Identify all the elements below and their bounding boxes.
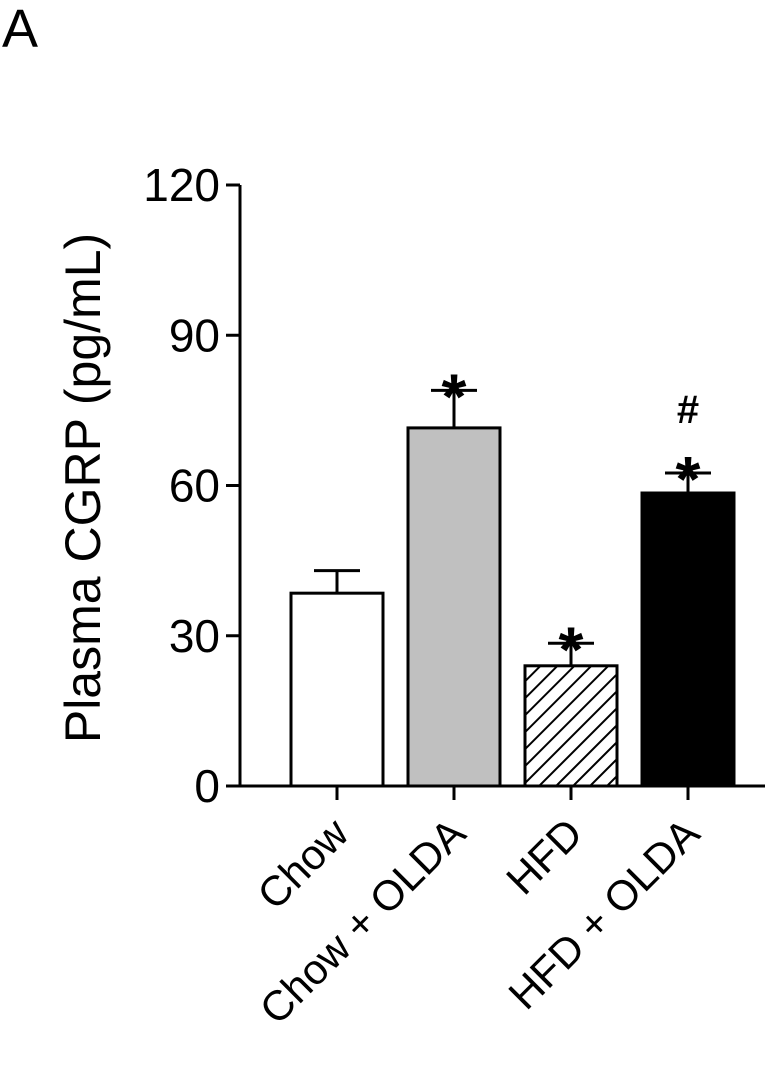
y-tick-label: 30 [169,610,220,662]
bar [523,664,619,788]
significance-star: * [559,613,584,685]
x-tick-label: Chow + OLDA [250,809,474,1033]
y-tick-label: 60 [169,460,220,512]
x-tick-label: HFD [497,809,591,903]
significance-hash: # [677,388,699,432]
y-tick-label: 0 [194,760,220,812]
significance-star: * [442,360,467,432]
significance-star: * [676,443,701,515]
bar [640,491,736,788]
bar [289,591,385,788]
y-tick-label: 120 [143,159,220,211]
x-tick-label: Chow [248,809,358,919]
panel-label: A [2,0,39,59]
bar [406,426,502,788]
y-tick-label: 90 [169,309,220,361]
y-axis-label: Plasma CGRP (pg/mL) [55,233,111,743]
annotations: * * * # [442,360,701,685]
bars [289,388,736,788]
